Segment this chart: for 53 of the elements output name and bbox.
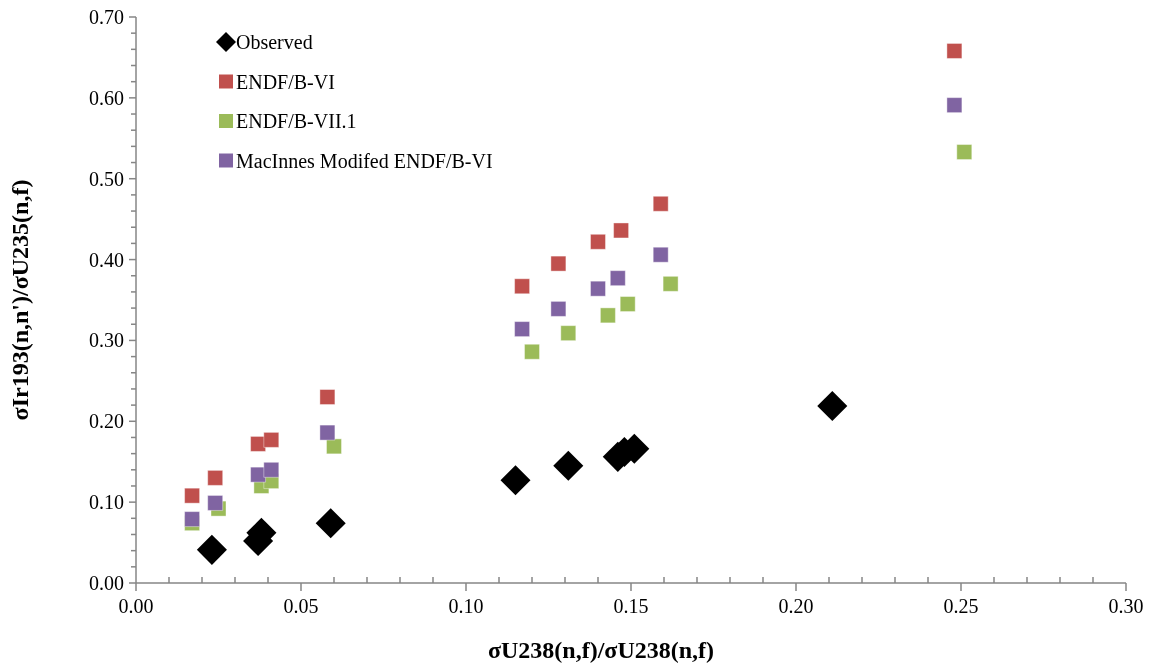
point	[184, 511, 201, 528]
point	[315, 508, 346, 539]
x-axis-title: σU238(n,f)/σU238(n,f)	[487, 637, 715, 663]
y-tick-label: 0.60	[89, 86, 124, 109]
x-tick-label: 0.05	[283, 595, 319, 617]
point	[946, 97, 963, 114]
x-tick-label: 0.25	[943, 595, 979, 617]
point	[613, 222, 630, 239]
point	[956, 144, 973, 161]
point	[207, 469, 224, 486]
point	[946, 42, 963, 59]
point	[319, 389, 336, 406]
legend-label: ENDF/B-VI	[236, 70, 335, 93]
y-axis-title: σIr193(n,n')/σU235(n,f)	[7, 179, 33, 421]
point	[524, 343, 540, 360]
point	[263, 461, 280, 478]
point	[326, 438, 342, 455]
point	[662, 275, 679, 292]
point	[319, 424, 336, 441]
point	[599, 307, 616, 324]
y-tick-label: 0.20	[89, 410, 124, 433]
point	[263, 431, 280, 448]
x-tick-label: 0.15	[613, 595, 649, 617]
y-tick-label: 0.70	[89, 6, 124, 28]
point	[619, 296, 636, 313]
point	[196, 534, 227, 565]
point	[514, 278, 531, 295]
point	[550, 300, 567, 317]
x-tick-label: 0.10	[448, 595, 484, 617]
point	[652, 246, 669, 263]
point	[590, 233, 606, 250]
x-tick-label: 0.20	[778, 595, 814, 617]
legend-label: ENDF/B-VII.1	[236, 110, 357, 132]
point	[500, 465, 531, 496]
point	[590, 280, 606, 297]
y-tick-label: 0.00	[89, 572, 124, 594]
point	[652, 195, 669, 212]
y-tick-label: 0.30	[89, 329, 124, 352]
x-tick-label: 0.30	[1108, 595, 1144, 617]
point	[817, 390, 848, 421]
y-tick-label: 0.40	[89, 248, 124, 271]
y-tick-label: 0.10	[89, 491, 124, 514]
legend-label: Observed	[236, 31, 313, 53]
point	[609, 270, 626, 287]
y-tick-label: 0.50	[89, 167, 124, 190]
point	[560, 325, 577, 342]
legend-label: MacInnes Modifed ENDF/B-VI	[236, 149, 493, 172]
point	[550, 255, 567, 272]
point	[514, 321, 531, 338]
point	[184, 487, 201, 504]
point	[553, 450, 584, 481]
x-tick-label: 0.00	[118, 595, 154, 617]
point	[207, 494, 224, 511]
